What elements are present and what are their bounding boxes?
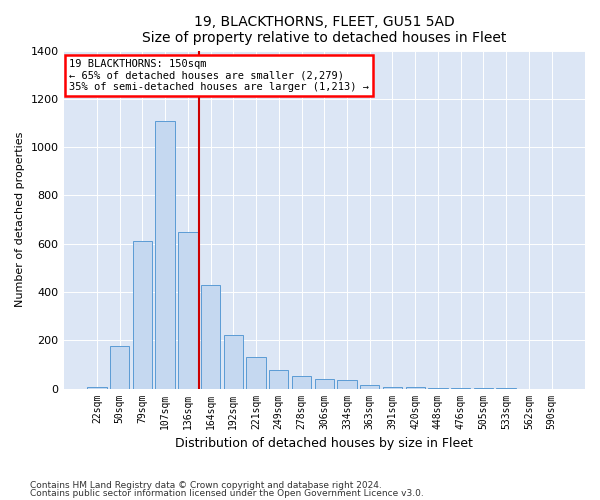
Bar xyxy=(178,232,197,388)
Text: 19 BLACKTHORNS: 150sqm
← 65% of detached houses are smaller (2,279)
35% of semi-: 19 BLACKTHORNS: 150sqm ← 65% of detached… xyxy=(69,59,369,92)
Text: Contains public sector information licensed under the Open Government Licence v3: Contains public sector information licen… xyxy=(30,489,424,498)
Bar xyxy=(110,346,130,389)
Bar xyxy=(224,336,243,388)
Bar xyxy=(314,379,334,388)
X-axis label: Distribution of detached houses by size in Fleet: Distribution of detached houses by size … xyxy=(175,437,473,450)
Bar xyxy=(337,380,356,388)
Bar xyxy=(292,376,311,388)
Bar xyxy=(155,120,175,388)
Bar xyxy=(133,242,152,388)
Bar xyxy=(383,386,402,388)
Text: Contains HM Land Registry data © Crown copyright and database right 2024.: Contains HM Land Registry data © Crown c… xyxy=(30,480,382,490)
Bar xyxy=(360,385,379,388)
Title: 19, BLACKTHORNS, FLEET, GU51 5AD
Size of property relative to detached houses in: 19, BLACKTHORNS, FLEET, GU51 5AD Size of… xyxy=(142,15,506,45)
Bar xyxy=(269,370,289,388)
Y-axis label: Number of detached properties: Number of detached properties xyxy=(15,132,25,307)
Bar xyxy=(247,357,266,388)
Bar xyxy=(201,284,220,389)
